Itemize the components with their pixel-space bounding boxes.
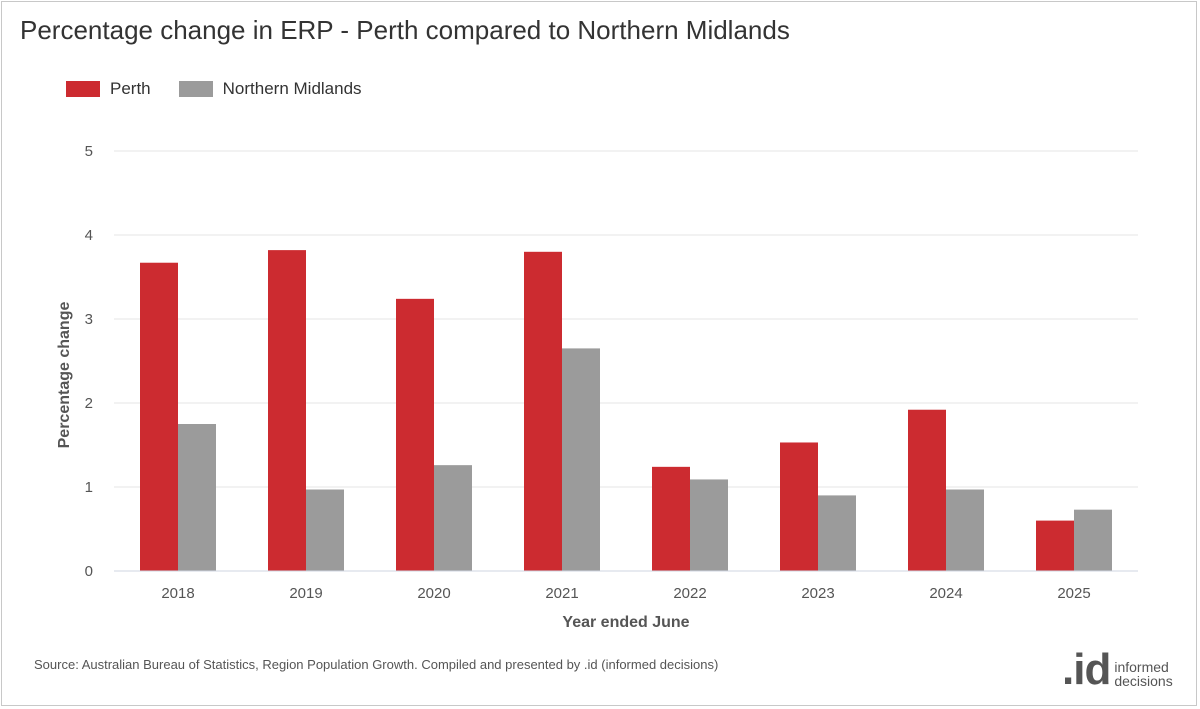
id-logo: .id informed decisions	[1062, 645, 1173, 694]
bar-perth-2024[interactable]	[908, 409, 946, 571]
gridlines	[114, 150, 1138, 488]
bar-northern-midlands-2023[interactable]	[818, 495, 856, 571]
x-tick-label: 2025	[1057, 585, 1090, 602]
y-tick-label: 5	[85, 143, 93, 160]
bar-northern-midlands-2018[interactable]	[178, 424, 216, 571]
y-tick-label: 1	[85, 479, 93, 496]
legend-swatch-perth	[66, 81, 100, 97]
bars	[140, 250, 1112, 572]
logo-mark: .id	[1062, 645, 1111, 694]
x-tick-label: 2023	[801, 585, 834, 602]
y-tick-label: 4	[85, 227, 93, 244]
bar-perth-2023[interactable]	[780, 442, 818, 571]
y-tick-label: 2	[85, 395, 93, 412]
bar-perth-2021[interactable]	[524, 251, 562, 572]
x-axis-ticks: 2018 2019 2020 2021 2022 2023 2024 2025	[161, 585, 1090, 602]
y-tick-label: 3	[85, 311, 93, 328]
bar-northern-midlands-2024[interactable]	[946, 489, 984, 571]
x-tick-label: 2022	[673, 585, 706, 602]
logo-text: informed decisions	[1114, 660, 1172, 690]
x-tick-label: 2024	[929, 585, 962, 602]
bar-perth-2022[interactable]	[652, 466, 690, 571]
y-axis-title: Percentage change	[56, 302, 73, 449]
x-tick-label: 2021	[545, 585, 578, 602]
legend-label-perth: Perth	[110, 79, 151, 98]
bar-northern-midlands-2025[interactable]	[1074, 509, 1112, 571]
legend-item-northern-midlands[interactable]: Northern Midlands	[178, 79, 362, 99]
legend: Perth Northern Midlands	[66, 78, 390, 100]
legend-item-perth[interactable]: Perth	[66, 79, 151, 99]
y-tick-label: 0	[85, 563, 93, 580]
x-tick-label: 2019	[289, 585, 322, 602]
bar-perth-2019[interactable]	[268, 250, 306, 571]
legend-label-northern-midlands: Northern Midlands	[222, 79, 362, 98]
x-axis-title: Year ended June	[562, 614, 689, 631]
bar-perth-2018[interactable]	[140, 262, 178, 571]
logo-line-1: informed	[1114, 659, 1169, 675]
source-note: Source: Australian Bureau of Statistics,…	[34, 657, 719, 672]
bar-northern-midlands-2022[interactable]	[690, 479, 728, 571]
x-tick-label: 2020	[417, 585, 450, 602]
chart-title: Percentage change in ERP - Perth compare…	[20, 15, 790, 45]
y-axis-ticks: 0 1 2 3 4 5	[85, 143, 93, 580]
x-tick-label: 2018	[161, 585, 194, 602]
bar-northern-midlands-2019[interactable]	[306, 489, 344, 571]
bar-perth-2020[interactable]	[396, 298, 434, 571]
logo-line-2: decisions	[1114, 673, 1173, 689]
bar-perth-2025[interactable]	[1036, 520, 1074, 571]
bar-northern-midlands-2021[interactable]	[562, 348, 600, 571]
legend-swatch-northern-midlands	[178, 81, 213, 97]
bar-northern-midlands-2020[interactable]	[434, 465, 472, 571]
